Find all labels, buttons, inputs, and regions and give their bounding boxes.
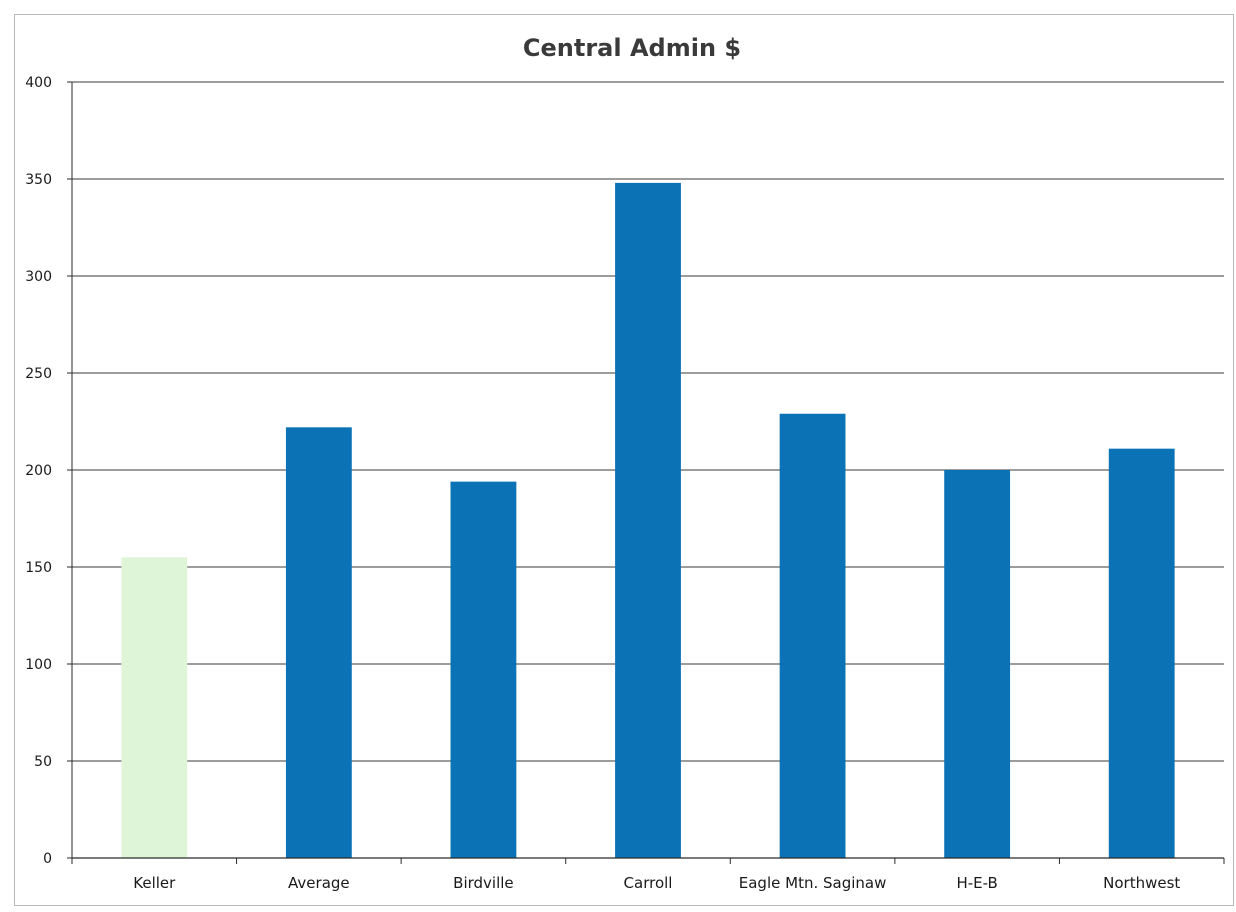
x-tick-label: Northwest — [1103, 874, 1180, 892]
y-tick-label: 150 — [25, 560, 52, 576]
y-tick-label: 250 — [25, 366, 52, 382]
y-tick-label: 0 — [43, 851, 52, 867]
bar-average — [286, 427, 352, 858]
bar-birdville — [451, 482, 517, 858]
x-axis — [72, 858, 1224, 864]
bar-h-e-b — [944, 470, 1010, 858]
chart-title: Central Admin $ — [523, 34, 741, 62]
bar-carroll — [615, 183, 681, 858]
y-tick-label: 300 — [25, 269, 52, 285]
y-tick-label: 200 — [25, 463, 52, 479]
x-tick-label: Average — [288, 874, 350, 892]
y-tick-label: 100 — [25, 657, 52, 673]
y-tick-label: 50 — [34, 754, 52, 770]
x-tick-label: Carroll — [624, 874, 673, 892]
bar-eagle-mtn-saginaw — [780, 414, 846, 858]
bar-northwest — [1109, 449, 1175, 858]
x-tick-label: H-E-B — [956, 874, 997, 892]
y-tick-label: 400 — [25, 75, 52, 91]
y-tick-label: 350 — [25, 172, 52, 188]
bars — [121, 183, 1174, 858]
y-axis-ticks: 0 50 100 150 200 250 300 350 400 — [25, 75, 72, 867]
bar-keller — [121, 557, 187, 858]
x-tick-label: Keller — [133, 874, 176, 892]
x-tick-label: Eagle Mtn. Saginaw — [739, 874, 887, 892]
x-axis-labels: Keller Average Birdville Carroll Eagle Mtn. … — [133, 874, 1180, 892]
x-tick-label: Birdville — [453, 874, 514, 892]
